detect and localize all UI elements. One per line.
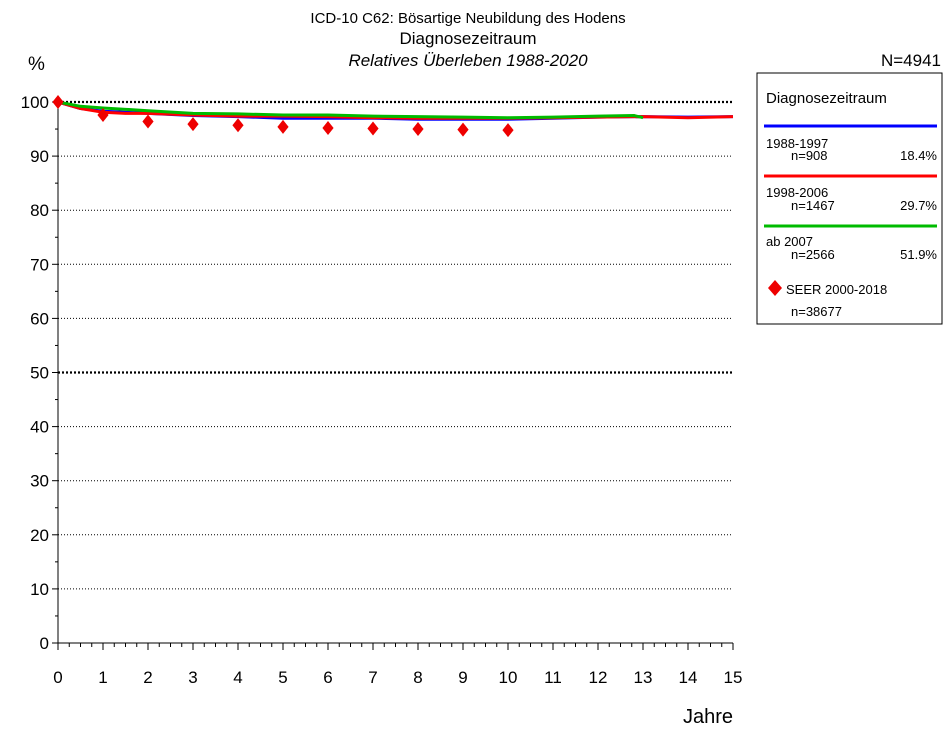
y-tick-label-50: 50 xyxy=(30,364,49,383)
legend-name-1998-2006: 1998-2006 xyxy=(766,185,828,200)
x-tick-label-4: 4 xyxy=(233,668,242,687)
seer-point-7 xyxy=(367,121,379,136)
chart-subtitle: Relatives Überleben 1988-2020 xyxy=(348,51,588,70)
seer-point-5 xyxy=(277,119,289,134)
series-lines xyxy=(57,100,734,121)
series-line-ab-2007 xyxy=(57,100,644,120)
legend-name-ab-2007: ab 2007 xyxy=(766,234,813,249)
y-tick-label-100: 100 xyxy=(21,93,49,112)
legend-reference-n: n=38677 xyxy=(791,304,842,319)
axes xyxy=(54,96,733,647)
legend-n-1998-2006: n=1467 xyxy=(791,198,835,213)
legend-title: Diagnosezeitraum xyxy=(766,90,887,107)
legend-n-ab-2007: n=2566 xyxy=(791,247,835,262)
legend: Diagnosezeitraum 1988-1997 n=908 18.4% 1… xyxy=(756,72,943,325)
legend-name-1988-1997: 1988-1997 xyxy=(766,136,828,151)
y-tick-label-0: 0 xyxy=(40,634,49,653)
y-tick-label-20: 20 xyxy=(30,526,49,545)
seer-point-2 xyxy=(142,114,154,129)
y-axis-ticks: 0 10 20 30 40 50 60 70 80 90 100 xyxy=(21,93,58,653)
y-axis-unit-label: % xyxy=(28,54,45,75)
x-tick-label-2: 2 xyxy=(143,668,152,687)
seer-point-10 xyxy=(502,123,514,138)
seer-point-1 xyxy=(97,107,109,122)
x-tick-label-8: 8 xyxy=(413,668,422,687)
grid-lines xyxy=(58,100,733,590)
x-tick-label-9: 9 xyxy=(458,668,467,687)
y-tick-label-60: 60 xyxy=(30,309,49,328)
seer-point-0 xyxy=(52,95,64,109)
y-tick-label-80: 80 xyxy=(30,201,49,220)
legend-pct-ab-2007: 51.9% xyxy=(900,247,937,262)
y-tick-label-40: 40 xyxy=(30,418,49,437)
chart-super-title: ICD-10 C62: Bösartige Neubildung des Hod… xyxy=(310,10,625,27)
legend-pct-1988-1997: 18.4% xyxy=(900,148,937,163)
legend-diamond-marker xyxy=(768,280,782,296)
seer-point-8 xyxy=(412,122,424,137)
x-tick-label-1: 1 xyxy=(98,668,107,687)
seer-point-9 xyxy=(457,122,469,137)
x-tick-label-7: 7 xyxy=(368,668,377,687)
x-axis-label: Jahre xyxy=(683,706,733,728)
seer-reference-points xyxy=(52,95,514,138)
y-tick-label-30: 30 xyxy=(30,472,49,491)
legend-pct-1998-2006: 29.7% xyxy=(900,198,937,213)
x-tick-label-11: 11 xyxy=(544,668,562,687)
x-tick-label-3: 3 xyxy=(188,668,197,687)
y-tick-label-90: 90 xyxy=(30,147,49,166)
x-tick-label-15: 15 xyxy=(724,668,743,687)
x-tick-label-14: 14 xyxy=(679,668,698,687)
y-tick-label-70: 70 xyxy=(30,255,49,274)
seer-point-6 xyxy=(322,120,334,135)
total-n-label: N=4941 xyxy=(881,51,941,70)
y-tick-label-10: 10 xyxy=(30,580,49,599)
x-axis-ticks: 0 1 2 3 4 5 6 7 8 9 10 11 12 13 14 15 xyxy=(53,643,742,687)
legend-reference-name: SEER 2000-2018 xyxy=(786,282,887,297)
x-tick-label-0: 0 xyxy=(53,668,62,687)
legend-n-1988-1997: n=908 xyxy=(791,148,828,163)
x-tick-label-5: 5 xyxy=(278,668,287,687)
x-tick-label-13: 13 xyxy=(634,668,653,687)
chart-title: Diagnosezeitraum xyxy=(399,29,536,48)
legend-box xyxy=(756,72,943,325)
seer-point-4 xyxy=(232,118,244,133)
x-tick-label-6: 6 xyxy=(323,668,332,687)
seer-point-3 xyxy=(187,117,199,132)
x-tick-label-12: 12 xyxy=(589,668,608,687)
x-tick-label-10: 10 xyxy=(499,668,518,687)
